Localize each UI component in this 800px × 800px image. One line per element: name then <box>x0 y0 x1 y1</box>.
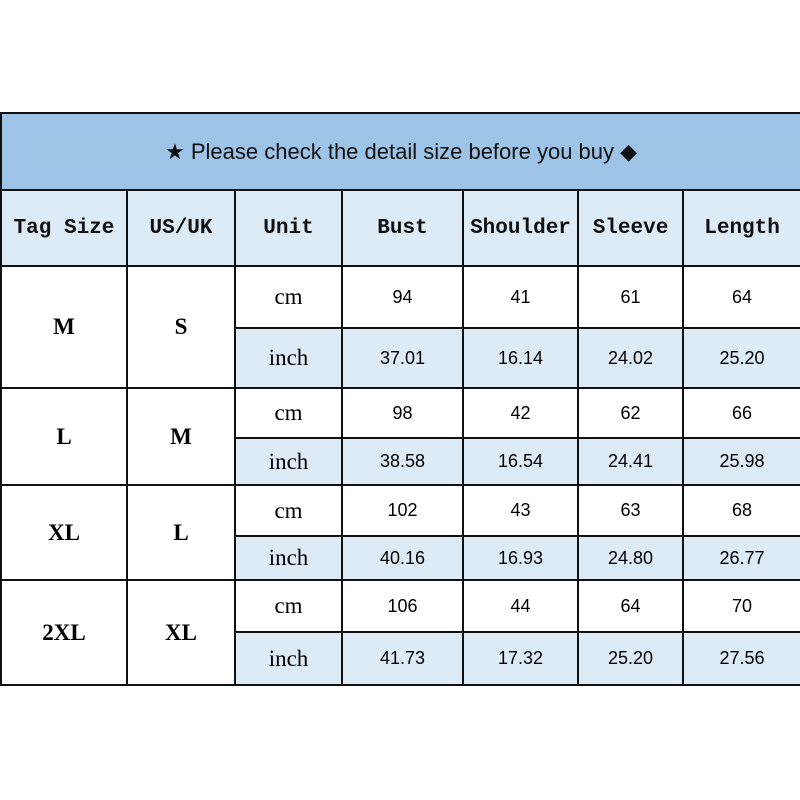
unit-cell: cm <box>234 579 343 633</box>
tag-size-cell: M <box>0 265 128 389</box>
shoulder-cell: 41 <box>462 265 579 329</box>
us-uk-size-cell: S <box>126 265 236 389</box>
tag-size-cell: XL <box>0 484 128 581</box>
length-cell: 68 <box>681 484 800 537</box>
sleeve-cell: 24.02 <box>577 327 684 389</box>
table-row: inch 37.01 16.14 24.02 25.20 <box>1 327 800 389</box>
length-cell: 27.56 <box>681 631 800 686</box>
table-row: inch 40.16 16.93 24.80 26.77 <box>1 535 800 581</box>
sleeve-cell: 24.41 <box>577 437 684 486</box>
unit-cell: cm <box>234 484 343 537</box>
unit-cell: inch <box>234 437 343 486</box>
shoulder-cell: 16.14 <box>462 327 579 389</box>
bust-cell: 37.01 <box>341 327 464 389</box>
column-header-tag-size: Tag Size <box>0 189 128 267</box>
shoulder-cell: 17.32 <box>462 631 579 686</box>
sleeve-cell: 61 <box>577 265 684 329</box>
column-header-length: Length <box>681 189 800 267</box>
column-header-sleeve: Sleeve <box>577 189 684 267</box>
shoulder-cell: 16.93 <box>462 535 579 581</box>
header-row: Tag Size US/UK Unit Bust Shoulder Sleeve… <box>0 189 800 267</box>
bust-cell: 41.73 <box>341 631 464 686</box>
unit-cell: cm <box>234 387 343 439</box>
column-header-us-uk: US/UK <box>126 189 236 267</box>
table-row: 2XL XL cm 106 44 64 70 <box>0 579 800 686</box>
us-uk-size-cell: L <box>126 484 236 581</box>
us-uk-size-cell: XL <box>126 579 236 686</box>
tag-size-cell: 2XL <box>0 579 128 686</box>
column-header-bust: Bust <box>341 189 464 267</box>
shoulder-cell: 44 <box>462 579 579 633</box>
table-row: inch 38.58 16.54 24.41 25.98 <box>1 437 800 486</box>
unit-cell: inch <box>234 327 343 389</box>
length-cell: 26.77 <box>681 535 800 581</box>
unit-cell: inch <box>234 631 343 686</box>
bust-cell: 38.58 <box>341 437 464 486</box>
sleeve-cell: 64 <box>577 579 684 633</box>
length-cell: 64 <box>681 265 800 329</box>
bust-cell: 40.16 <box>341 535 464 581</box>
table-title: ★ Please check the detail size before yo… <box>0 112 800 191</box>
unit-cell: inch <box>234 535 343 581</box>
us-uk-size-cell: M <box>126 387 236 486</box>
length-cell: 70 <box>681 579 800 633</box>
column-header-unit: Unit <box>234 189 343 267</box>
sleeve-cell: 62 <box>577 387 684 439</box>
sleeve-cell: 63 <box>577 484 684 537</box>
sleeve-cell: 25.20 <box>577 631 684 686</box>
shoulder-cell: 42 <box>462 387 579 439</box>
shoulder-cell: 16.54 <box>462 437 579 486</box>
length-cell: 66 <box>681 387 800 439</box>
bust-cell: 98 <box>341 387 464 439</box>
unit-cell: cm <box>234 265 343 329</box>
tag-size-cell: L <box>0 387 128 486</box>
bust-cell: 106 <box>341 579 464 633</box>
length-cell: 25.20 <box>681 327 800 389</box>
column-header-shoulder: Shoulder <box>462 189 579 267</box>
table-row: inch 41.73 17.32 25.20 27.56 <box>1 631 800 686</box>
sleeve-cell: 24.80 <box>577 535 684 581</box>
bust-cell: 102 <box>341 484 464 537</box>
length-cell: 25.98 <box>681 437 800 486</box>
shoulder-cell: 43 <box>462 484 579 537</box>
size-chart-table: ★ Please check the detail size before yo… <box>0 112 800 686</box>
bust-cell: 94 <box>341 265 464 329</box>
